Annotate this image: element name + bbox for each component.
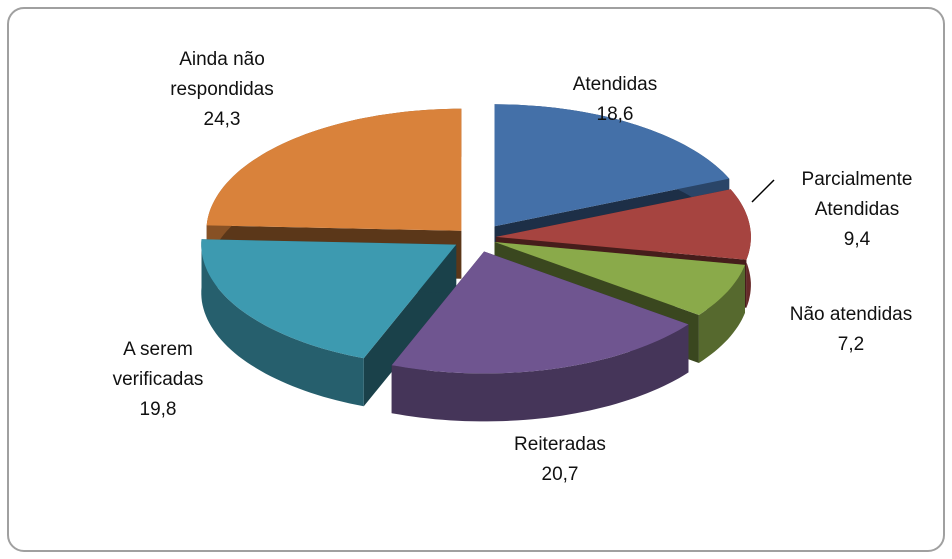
value-label: 19,8 bbox=[139, 399, 177, 420]
slice-top bbox=[201, 239, 457, 359]
data-label: A serem verificadas 19,8 bbox=[83, 335, 233, 425]
slice-edge bbox=[391, 324, 689, 422]
slice-top bbox=[494, 104, 730, 227]
slice-edge bbox=[201, 239, 364, 407]
slice bbox=[201, 239, 457, 407]
category-label: Parcialmente Atendidas bbox=[801, 169, 913, 220]
value-label: 7,2 bbox=[837, 334, 865, 355]
slice-top bbox=[494, 242, 745, 315]
leader-line bbox=[751, 179, 775, 203]
data-label: Não atendidas 7,2 bbox=[751, 300, 951, 360]
category-label: Atendidas bbox=[572, 74, 658, 95]
pie bbox=[201, 104, 751, 422]
slice-top bbox=[391, 251, 689, 374]
slice-top bbox=[495, 189, 751, 260]
data-label: Reiteradas 20,7 bbox=[480, 430, 640, 490]
data-label: Ainda não respondidas 24,3 bbox=[137, 45, 307, 135]
slice bbox=[391, 251, 689, 422]
slice-edge bbox=[698, 264, 745, 363]
category-label: Não atendidas bbox=[789, 304, 913, 325]
slice-top bbox=[206, 108, 462, 231]
category-label: Ainda não respondidas bbox=[170, 49, 274, 100]
value-label: 9,4 bbox=[843, 229, 871, 250]
category-label: A serem verificadas bbox=[112, 339, 204, 390]
value-label: 18,6 bbox=[596, 104, 634, 125]
value-label: 24,3 bbox=[203, 109, 241, 130]
category-label: Reiteradas bbox=[514, 434, 606, 455]
value-label: 20,7 bbox=[541, 464, 579, 485]
data-label: Atendidas 18,6 bbox=[545, 70, 685, 130]
data-label: Parcialmente Atendidas 9,4 bbox=[772, 165, 942, 255]
